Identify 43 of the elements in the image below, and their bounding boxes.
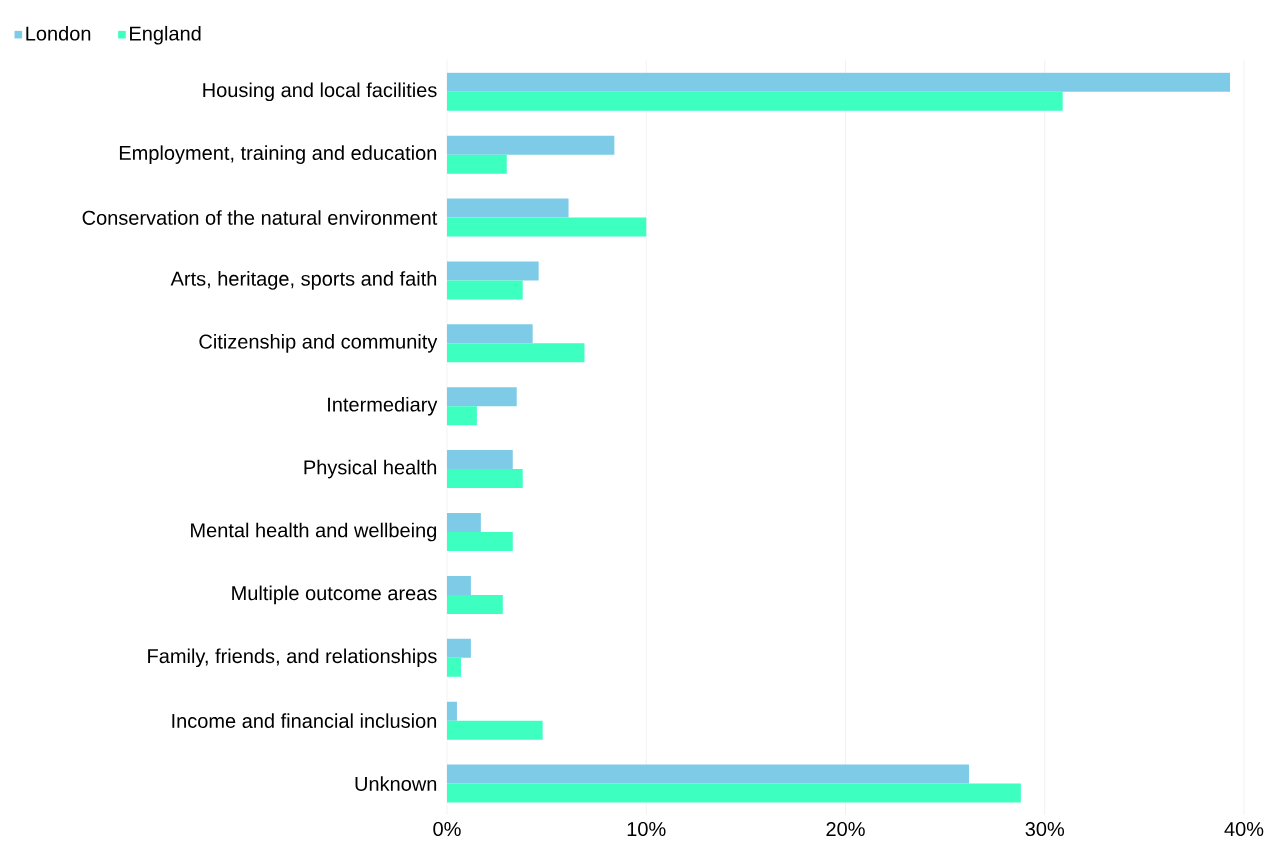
bar xyxy=(446,198,569,218)
bar xyxy=(446,406,477,426)
y-tick-label: Housing and local facilities xyxy=(203,82,437,102)
x-tick-label: 10% xyxy=(627,821,666,837)
y-tick-label: Intermediary xyxy=(328,396,438,416)
bar xyxy=(446,450,513,470)
bar xyxy=(446,280,523,300)
bar xyxy=(446,387,517,407)
bar xyxy=(446,343,585,363)
bar xyxy=(446,154,507,174)
bar xyxy=(446,135,615,155)
y-tick-label: Mental health and wellbeing xyxy=(191,522,437,542)
bar xyxy=(446,469,523,489)
legend-label: London xyxy=(26,25,91,41)
x-tick-label: 40% xyxy=(1224,821,1264,837)
y-tick-label: Unknown xyxy=(355,776,437,791)
bar xyxy=(446,720,543,740)
y-tick-label: Income and financial inclusion xyxy=(172,713,437,728)
bar xyxy=(446,764,970,784)
bar xyxy=(446,638,471,658)
bar xyxy=(446,594,503,614)
y-tick-label: Arts, heritage, sports and faith xyxy=(170,271,437,290)
bar xyxy=(446,783,1021,803)
y-tick-label: Physical health xyxy=(304,459,437,479)
x-tick-label: 0% xyxy=(433,821,461,837)
bar xyxy=(446,701,457,721)
bar xyxy=(446,91,1063,111)
bar xyxy=(446,575,471,595)
bar xyxy=(446,72,1231,92)
y-tick-label: Employment, training and education xyxy=(119,145,437,164)
legend-label: England xyxy=(130,25,201,45)
y-tick-label: Family, friends, and relationships xyxy=(148,648,437,668)
bar xyxy=(446,532,513,551)
bar xyxy=(446,217,647,237)
bar xyxy=(446,657,461,677)
y-tick-label: Conservation of the natural environment xyxy=(82,210,438,225)
bar xyxy=(446,324,533,344)
x-tick-label: 20% xyxy=(826,821,865,837)
x-tick-label: 30% xyxy=(1025,821,1065,837)
bar xyxy=(446,512,481,532)
y-tick-label: Multiple outcome areas xyxy=(232,585,437,605)
bar xyxy=(446,261,539,281)
y-tick-label: Citizenship and community xyxy=(199,334,438,353)
